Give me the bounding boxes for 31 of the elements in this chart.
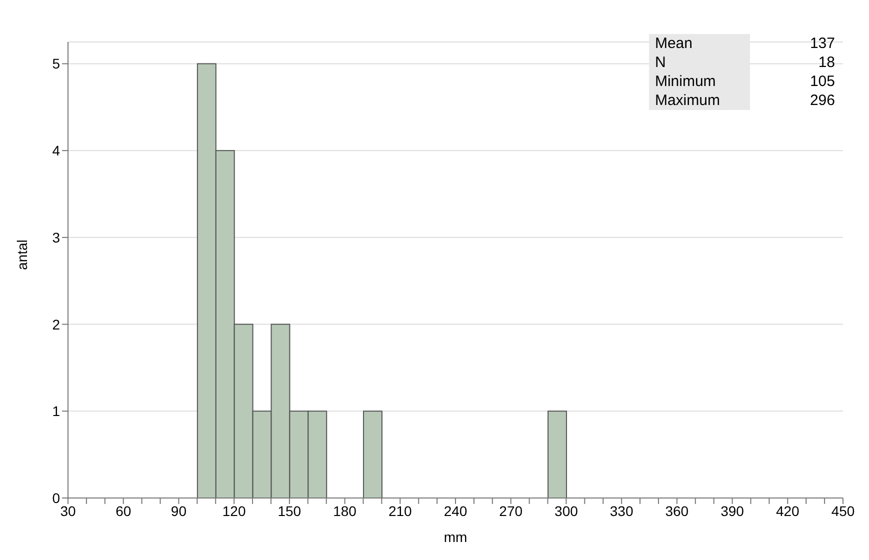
x-tick-label: 300 — [554, 502, 578, 519]
annotation: 18 — [817, 53, 836, 72]
y-tick-label: 4 — [52, 142, 60, 159]
y-tick-label: 2 — [52, 316, 60, 332]
annotation: 105 — [808, 72, 836, 91]
x-tick-label: 240 — [444, 502, 468, 519]
x-tick-label: 90 — [170, 502, 187, 519]
x-tick-label: 360 — [665, 502, 689, 519]
annotation: Minimum — [648, 72, 750, 91]
y-tick-label: 1 — [52, 403, 60, 420]
x-tick-label: 450 — [831, 502, 855, 519]
y-tick-label: 5 — [52, 56, 60, 72]
y-tick-label: 0 — [52, 490, 60, 506]
x-tick-label: 330 — [610, 502, 634, 519]
x-tick-label: 270 — [499, 502, 523, 519]
annotation: 296 — [808, 91, 836, 110]
annotation: 137 — [808, 34, 836, 53]
annotation: Mean — [648, 34, 750, 53]
x-tick-label: 120 — [222, 502, 246, 519]
annotation: N — [648, 53, 750, 72]
x-tick-label: 180 — [333, 502, 357, 519]
x-tick-label: 390 — [720, 502, 744, 519]
x-tick-label: 30 — [60, 502, 76, 519]
annotation: Maximum — [648, 91, 750, 110]
x-tick-label: 420 — [776, 502, 800, 519]
y-axis-title: antal — [14, 240, 30, 270]
x-axis-title: mm — [444, 529, 468, 545]
x-tick-label: 60 — [116, 502, 132, 519]
x-tick-label: 150 — [278, 502, 302, 519]
x-tick-label: 210 — [388, 502, 412, 519]
y-tick-label: 3 — [52, 229, 60, 246]
